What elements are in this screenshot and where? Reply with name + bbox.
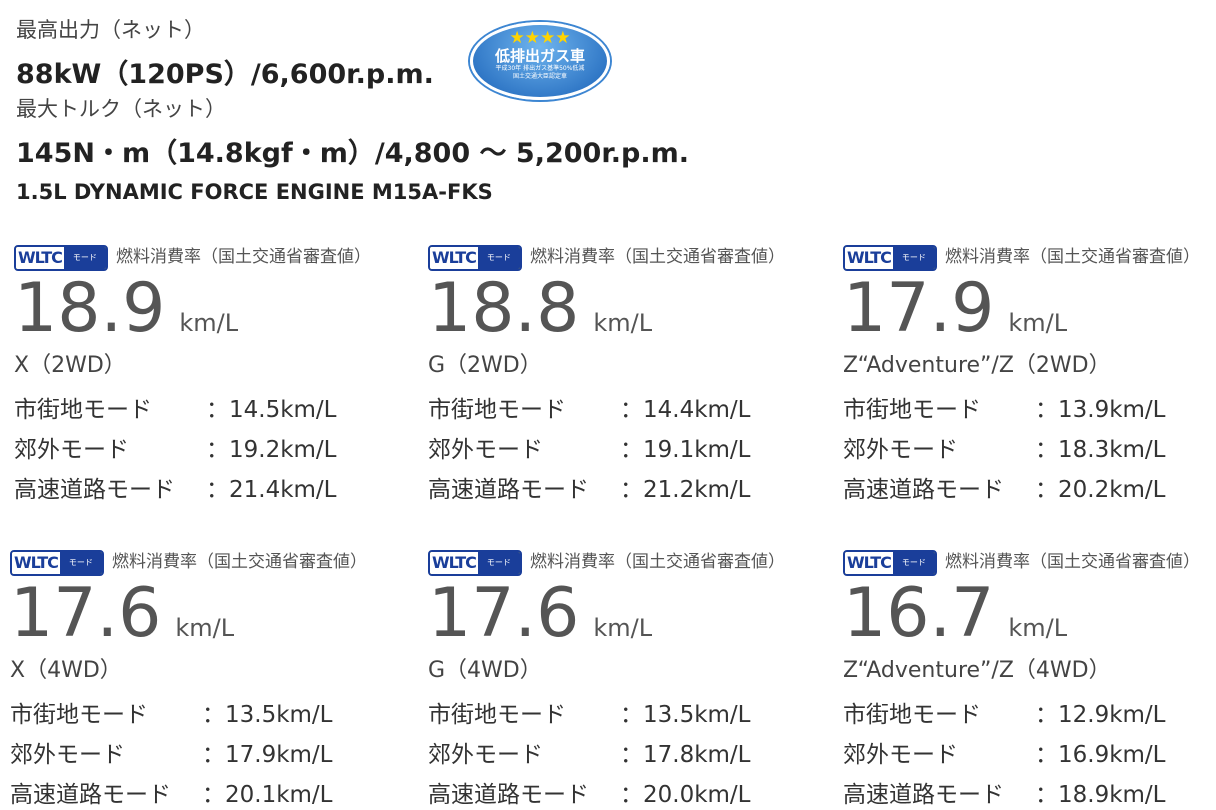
wltc-mode-logo: WLTC モード: [10, 550, 104, 576]
mode-label: 高速道路モード: [10, 782, 171, 808]
unit: km/L: [593, 614, 653, 642]
unit: km/L: [593, 309, 653, 337]
power-value: 88kW（120PS）/6,600r.p.m.: [16, 59, 434, 90]
mode-value: ：20.2km/L: [1035, 477, 1166, 503]
mode-label: 郊外モード: [843, 437, 958, 463]
mode-value: ：17.8km/L: [620, 742, 751, 768]
engine-name: 1.5L DYNAMIC FORCE ENGINE M15A-FKS: [16, 180, 493, 204]
fuel-economy-value: 16.7 km/L: [843, 574, 1068, 653]
mode-value: ：19.2km/L: [206, 437, 337, 463]
wltc-mode-logo: WLTC モード: [843, 550, 937, 576]
unit: km/L: [179, 309, 239, 337]
caption: 燃料消費率（国土交通省審査値）: [112, 552, 367, 572]
badge-line2: 国土交通大臣認定車: [512, 73, 567, 80]
caption: 燃料消費率（国土交通省審査値）: [530, 552, 785, 572]
torque-value: 145N・m（14.8kgf・m）/4,800 ～ 5,200r.p.m.: [16, 138, 690, 169]
mode-label: 郊外モード: [14, 437, 129, 463]
mode-label: 市街地モード: [843, 702, 981, 728]
mode-value: ：18.9km/L: [1035, 782, 1166, 808]
mode-value: ：12.9km/L: [1035, 702, 1166, 728]
mode-label: 高速道路モード: [428, 477, 589, 503]
mode-label: 市街地モード: [10, 702, 148, 728]
wltc-mode-logo: WLTC モード: [428, 550, 522, 576]
mode-value: ：13.9km/L: [1035, 397, 1166, 423]
wltc-mode-logo: WLTC モード: [428, 245, 522, 271]
unit: km/L: [1008, 309, 1068, 337]
low-emission-badge: ★★★★ 低排出ガス車 平成30年 排出ガス基準50%低減 国土交通大臣認定車: [470, 22, 610, 100]
fuel-economy-value: 17.6 km/L: [428, 574, 653, 653]
unit: km/L: [1008, 614, 1068, 642]
variant-label: G（4WD）: [428, 658, 542, 683]
fuel-economy-card: WLTC モード 燃料消費率（国土交通省審査値） 17.9 km/L Z“Adven…: [843, 245, 1216, 503]
mode-value: ：20.1km/L: [202, 782, 333, 808]
mode-label: 市街地モード: [428, 397, 566, 423]
fuel-economy-card: WLTC モード 燃料消費率（国土交通省審査値） 18.9 km/L X（2WD） 市…: [14, 245, 414, 503]
fuel-economy-card: WLTC モード 燃料消費率（国土交通省審査値） 18.8 km/L G（2WD） 市…: [428, 245, 828, 503]
variant-label: G（2WD）: [428, 353, 542, 378]
variant-label: X（2WD）: [14, 353, 126, 378]
mode-label: 郊外モード: [843, 742, 958, 768]
mode-label: 高速道路モード: [14, 477, 175, 503]
star-icon: ★★★★: [509, 28, 571, 48]
badge-line1: 平成30年 排出ガス基準50%低減: [495, 65, 585, 72]
mode-label: 郊外モード: [428, 437, 543, 463]
mode-value: ：17.9km/L: [202, 742, 333, 768]
mode-value: ：16.9km/L: [1035, 742, 1166, 768]
caption: 燃料消費率（国土交通省審査値）: [116, 247, 371, 267]
mode-label: 市街地モード: [843, 397, 981, 423]
torque-label: 最大トルク（ネット）: [16, 97, 226, 121]
badge-title: 低排出ガス車: [494, 47, 585, 65]
unit: km/L: [175, 614, 235, 642]
fuel-economy-card: WLTC モード 燃料消費率（国土交通省審査値） 17.6 km/L G（4WD） 市…: [428, 550, 828, 808]
mode-value: ：13.5km/L: [620, 702, 751, 728]
fuel-economy-value: 17.9 km/L: [843, 269, 1068, 348]
mode-label: 高速道路モード: [843, 477, 1004, 503]
fuel-economy-card: WLTC モード 燃料消費率（国土交通省審査値） 16.7 km/L Z“Adven…: [843, 550, 1216, 808]
mode-value: ：13.5km/L: [202, 702, 333, 728]
wltc-mode-logo: WLTC モード: [843, 245, 937, 271]
mode-value: ：20.0km/L: [620, 782, 751, 808]
mode-label: 市街地モード: [14, 397, 152, 423]
mode-value: ：14.4km/L: [620, 397, 751, 423]
variant-label: Z“Adventure”/Z（2WD）: [843, 353, 1111, 378]
wltc-mode-logo: WLTC モード: [14, 245, 108, 271]
variant-label: Z“Adventure”/Z（4WD）: [843, 658, 1111, 683]
caption: 燃料消費率（国土交通省審査値）: [945, 552, 1200, 572]
variant-label: X（4WD）: [10, 658, 122, 683]
fuel-economy-value: 18.8 km/L: [428, 269, 653, 348]
mode-value: ：21.4km/L: [206, 477, 337, 503]
caption: 燃料消費率（国土交通省審査値）: [945, 247, 1200, 267]
mode-label: 高速道路モード: [843, 782, 1004, 808]
fuel-economy-value: 18.9 km/L: [14, 269, 239, 348]
mode-label: 郊外モード: [428, 742, 543, 768]
power-label: 最高出力（ネット）: [16, 18, 205, 42]
fuel-economy-card: WLTC モード 燃料消費率（国土交通省審査値） 17.6 km/L X（4WD） 市…: [10, 550, 410, 808]
fuel-economy-value: 17.6 km/L: [10, 574, 235, 653]
mode-label: 市街地モード: [428, 702, 566, 728]
mode-value: ：21.2km/L: [620, 477, 751, 503]
mode-label: 郊外モード: [10, 742, 125, 768]
mode-value: ：18.3km/L: [1035, 437, 1166, 463]
mode-value: ：19.1km/L: [620, 437, 751, 463]
mode-label: 高速道路モード: [428, 782, 589, 808]
caption: 燃料消費率（国土交通省審査値）: [530, 247, 785, 267]
mode-value: ：14.5km/L: [206, 397, 337, 423]
